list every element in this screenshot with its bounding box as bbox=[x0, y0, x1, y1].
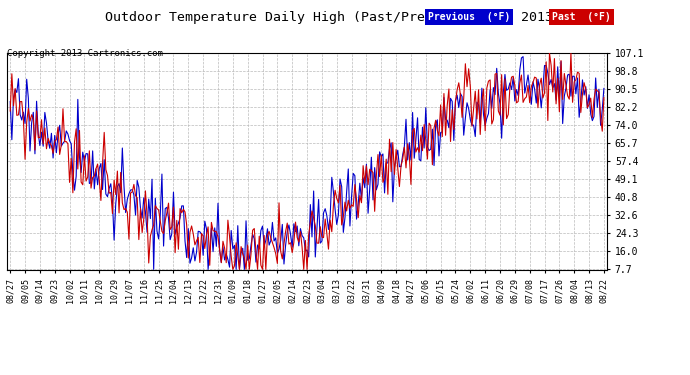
Text: Outdoor Temperature Daily High (Past/Previous Year) 20130827: Outdoor Temperature Daily High (Past/Pre… bbox=[105, 11, 585, 24]
Text: Past  (°F): Past (°F) bbox=[552, 12, 611, 22]
Text: Previous  (°F): Previous (°F) bbox=[428, 12, 510, 22]
Text: Copyright 2013 Cartronics.com: Copyright 2013 Cartronics.com bbox=[7, 49, 163, 58]
